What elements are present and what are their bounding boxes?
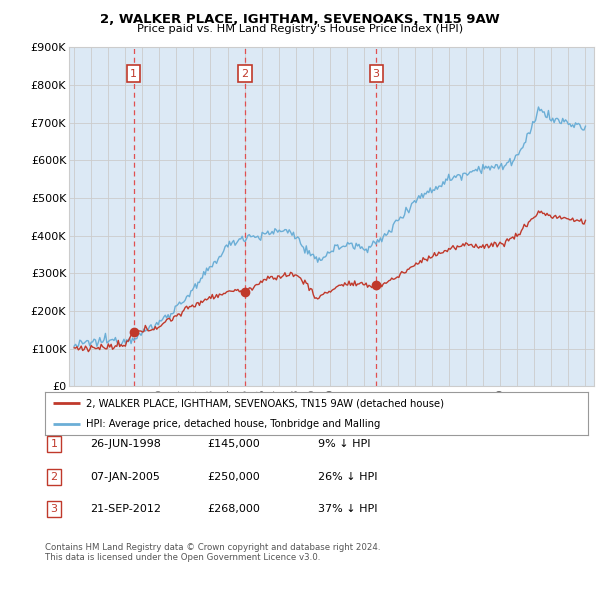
Text: HPI: Average price, detached house, Tonbridge and Malling: HPI: Average price, detached house, Tonb… xyxy=(86,419,380,429)
Text: 2: 2 xyxy=(50,472,58,481)
Text: Price paid vs. HM Land Registry's House Price Index (HPI): Price paid vs. HM Land Registry's House … xyxy=(137,24,463,34)
Text: 2, WALKER PLACE, IGHTHAM, SEVENOAKS, TN15 9AW (detached house): 2, WALKER PLACE, IGHTHAM, SEVENOAKS, TN1… xyxy=(86,398,444,408)
Text: Contains HM Land Registry data © Crown copyright and database right 2024.: Contains HM Land Registry data © Crown c… xyxy=(45,543,380,552)
Text: This data is licensed under the Open Government Licence v3.0.: This data is licensed under the Open Gov… xyxy=(45,553,320,562)
Text: 2, WALKER PLACE, IGHTHAM, SEVENOAKS, TN15 9AW: 2, WALKER PLACE, IGHTHAM, SEVENOAKS, TN1… xyxy=(100,13,500,26)
Text: 1: 1 xyxy=(50,440,58,449)
Text: 9% ↓ HPI: 9% ↓ HPI xyxy=(318,440,371,449)
Text: 26% ↓ HPI: 26% ↓ HPI xyxy=(318,472,377,481)
Text: 3: 3 xyxy=(373,68,380,78)
Text: 3: 3 xyxy=(50,504,58,514)
Text: 26-JUN-1998: 26-JUN-1998 xyxy=(90,440,161,449)
Text: £250,000: £250,000 xyxy=(207,472,260,481)
Text: 21-SEP-2012: 21-SEP-2012 xyxy=(90,504,161,514)
Text: 2: 2 xyxy=(242,68,248,78)
Text: £268,000: £268,000 xyxy=(207,504,260,514)
Text: 07-JAN-2005: 07-JAN-2005 xyxy=(90,472,160,481)
Text: £145,000: £145,000 xyxy=(207,440,260,449)
Text: 37% ↓ HPI: 37% ↓ HPI xyxy=(318,504,377,514)
Text: 1: 1 xyxy=(130,68,137,78)
